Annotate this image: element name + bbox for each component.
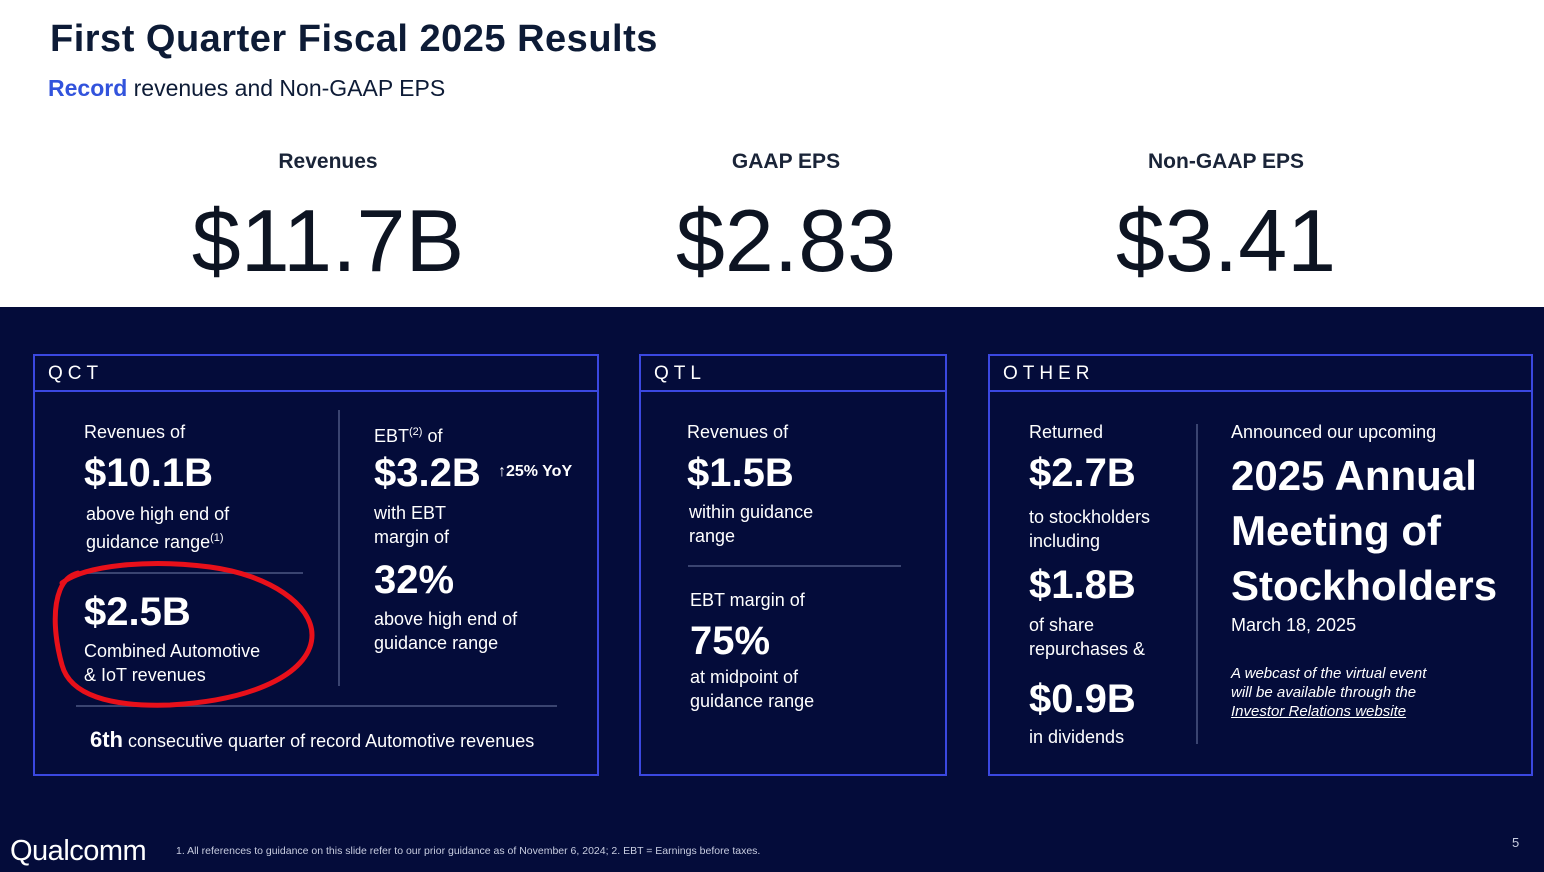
- qualcomm-logo: Qualcomm: [10, 835, 147, 867]
- qct-revenues-desc-2-text: guidance range: [86, 532, 211, 552]
- qct-footer-note: 6th consecutive quarter of record Automo…: [90, 728, 534, 753]
- other-share-desc-2: repurchases &: [1029, 639, 1146, 659]
- subtitle-rest: revenues and Non-GAAP EPS: [127, 75, 446, 101]
- qct-ebt-desc-2: margin of: [374, 527, 450, 547]
- investor-relations-link-text[interactable]: Investor Relations website: [1231, 703, 1407, 720]
- qtl-revenues-desc-1: within guidance: [689, 502, 814, 522]
- other-meeting-date: March 18, 2025: [1231, 615, 1357, 635]
- qct-margin-desc-1: above high end of: [374, 609, 518, 629]
- other-returned-value: $2.7B: [1029, 451, 1136, 495]
- other-returned-label: Returned: [1029, 422, 1104, 442]
- qct-revenues-value: $10.1B: [84, 451, 213, 495]
- qtl-ebt-label: EBT margin of: [690, 590, 805, 610]
- qct-ebt-label: EBT(2) of: [374, 420, 442, 448]
- other-share-desc-1: of share: [1029, 615, 1095, 635]
- qtl-revenues-desc-2: range: [689, 526, 736, 546]
- investor-relations-link[interactable]: Investor Relations website: [1231, 702, 1406, 721]
- qtl-divider: [688, 565, 901, 567]
- qct-auto-desc-1: Combined Automotive: [84, 641, 261, 661]
- qtl-ebt-desc-1: at midpoint of: [690, 667, 799, 687]
- other-meeting-line-2: Meeting of: [1231, 507, 1441, 554]
- other-returned-desc-1: to stockholders: [1029, 507, 1151, 527]
- qct-ebt-label-text: EBT: [374, 426, 410, 446]
- footnote-ref-2: (2): [409, 426, 423, 438]
- qtl-ebt-value: 75%: [690, 619, 771, 663]
- qtl-revenues-label: Revenues of: [687, 422, 789, 442]
- other-meeting-line-1: 2025 Annual: [1231, 452, 1477, 499]
- qct-vertical-divider: [338, 410, 340, 686]
- other-share-value: $1.8B: [1029, 563, 1136, 607]
- page-title: First Quarter Fiscal 2025 Results: [50, 18, 658, 60]
- metric-non-gaap-eps-label: Non-GAAP EPS: [1148, 150, 1304, 173]
- qct-revenues-desc-2: guidance range(1): [86, 526, 224, 554]
- page-number: 5: [1512, 835, 1520, 850]
- qct-divider-bottom: [76, 705, 557, 707]
- other-panel: OTHER: [988, 354, 1533, 776]
- metric-gaap-eps-label: GAAP EPS: [731, 150, 841, 173]
- qct-panel-header: QCT: [35, 356, 597, 392]
- qtl-revenues-value: $1.5B: [687, 451, 794, 495]
- other-vertical-divider: [1196, 424, 1198, 744]
- metric-non-gaap-eps-value: $3.41: [1115, 191, 1337, 290]
- qct-auto-value: $2.5B: [84, 590, 191, 634]
- qct-footer-bold: 6th: [90, 727, 123, 752]
- qct-footer-rest: consecutive quarter of record Automotive…: [123, 731, 535, 751]
- qtl-panel-header: QTL: [641, 356, 945, 392]
- footnote-ref-1: (1): [210, 532, 224, 544]
- other-dividends-desc: in dividends: [1029, 727, 1125, 747]
- red-annotation-circle: [52, 561, 315, 708]
- qct-revenues-label: Revenues of: [84, 422, 186, 442]
- metric-gaap-eps-value: $2.83: [675, 191, 897, 290]
- footnote-text: 1. All references to guidance on this sl…: [176, 845, 761, 857]
- metric-revenues-label: Revenues: [278, 150, 378, 173]
- other-webcast-line-1: A webcast of the virtual event: [1231, 665, 1427, 682]
- qct-divider-left: [78, 572, 303, 574]
- qct-margin-value: 32%: [374, 558, 455, 602]
- qct-revenues-desc-1: above high end of: [86, 504, 230, 524]
- subtitle-accent: Record: [48, 75, 128, 101]
- other-returned-desc-2: including: [1029, 531, 1101, 551]
- other-webcast-line-2: will be available through the: [1231, 684, 1417, 701]
- qct-auto-desc-2: & IoT revenues: [84, 665, 206, 685]
- qtl-ebt-desc-2: guidance range: [690, 691, 815, 711]
- qct-ebt-label-rest: of: [422, 426, 443, 446]
- other-panel-header: OTHER: [990, 356, 1531, 392]
- qct-ebt-value: $3.2B: [374, 451, 481, 495]
- qct-ebt-desc-1: with EBT: [374, 503, 447, 523]
- other-announce-label: Announced our upcoming: [1231, 422, 1437, 442]
- other-meeting-line-3: Stockholders: [1231, 562, 1498, 609]
- qct-ebt-yoy-badge: ↑25% YoY: [498, 463, 573, 480]
- metric-revenues-value: $11.7B: [191, 191, 465, 290]
- page-subtitle: Record revenues and Non-GAAP EPS: [48, 75, 445, 102]
- other-dividends-value: $0.9B: [1029, 677, 1136, 721]
- qct-margin-desc-2: guidance range: [374, 633, 499, 653]
